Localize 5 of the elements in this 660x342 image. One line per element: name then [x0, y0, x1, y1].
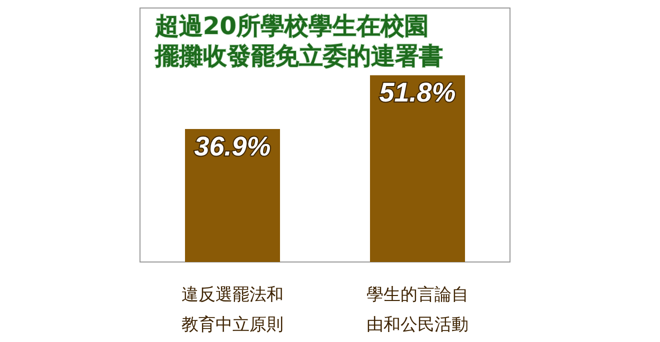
x-tick-label: 學生的言論自由和公民活動	[366, 285, 468, 335]
chart-title: 超過20所學校學生在校園擺攤收發罷免立委的連署書	[154, 12, 443, 70]
x-tick-label: 違反選罷法和教育中立原則	[182, 285, 284, 335]
data-label: 36.9%	[194, 131, 271, 162]
data-label: 51.8%	[379, 78, 456, 108]
